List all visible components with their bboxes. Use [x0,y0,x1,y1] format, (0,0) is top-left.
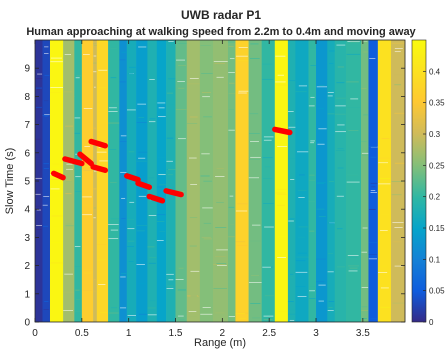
detection-segment-2 [77,151,94,167]
detection-segment-8 [163,188,184,198]
heatmap-column-22 [261,40,276,322]
heatmap-column-34 [390,40,406,322]
heatmap-column-15 [175,40,188,322]
x-tick-label: 2.5 [262,328,276,339]
colorbar-tick-label: 0.1 [429,255,441,264]
x-tick-label: 2 [220,328,226,339]
y-tick-label: 9 [24,64,30,75]
x-axis-label: Range (m) [194,337,246,349]
y-axis: 0 1 2 3 4 5 6 7 8 9 [24,64,405,329]
heatmap-column-26 [308,40,317,322]
heatmap-column-19 [227,40,236,322]
detection-segment-7 [146,193,166,204]
x-tick-label: 1.5 [169,328,183,339]
heatmap-column-4 [74,40,83,322]
heatmap-column-2 [49,40,64,322]
x-axis: 0 0.5 1 1.5 2 2.5 3 3.5 [32,40,370,339]
heatmap-column-21 [248,40,262,322]
colorbar-tick-label: 0 [429,318,434,327]
heatmap-column-3 [63,40,75,322]
x-tick-label: 3 [313,328,319,339]
colorbar-tick-label: 0.35 [429,99,445,108]
colorbar-tick-label: 0.4 [429,67,441,76]
heatmap-column-16 [186,40,201,322]
heatmap-column-13 [156,40,167,322]
detection-segment-3 [88,138,109,149]
y-tick-label: 0 [24,318,30,329]
colorbar-tick-label: 0.25 [429,161,445,170]
heatmap-column-28 [327,40,336,322]
heatmap-column-6 [93,40,98,322]
detection-segment-6 [135,180,153,190]
heatmap-column-11 [136,40,148,322]
chart-subtitle: Human approaching at walking speed from … [26,26,416,38]
chart-title: UWB radar P1 [181,8,261,22]
y-tick-label: 3 [24,233,30,244]
heatmap-column-12 [147,40,158,322]
heatmap-column-24 [287,40,296,322]
detection-segment-4 [90,164,109,174]
colorbar-ticks: 0 0.05 0.1 0.15 0.2 0.25 0.3 0.35 0.4 [423,67,445,327]
y-tick-label: 7 [24,120,30,131]
heatmap-column-9 [119,40,128,322]
x-tick-label: 0 [32,328,38,339]
heatmap-column-29 [334,40,347,322]
y-tick-label: 8 [24,92,30,103]
y-tick-label: 2 [24,261,30,272]
colorbar-tick-label: 0.2 [429,193,441,202]
x-tick-label: 0.5 [75,328,89,339]
heatmap-column-5 [81,40,94,322]
heatmap-column-32 [368,40,379,322]
heatmap-column-31 [360,40,369,322]
heatmap-column-10 [126,40,137,322]
colorbar [411,39,427,323]
y-tick-label: 4 [24,205,30,216]
colorbar-tick-label: 0.15 [429,224,445,233]
x-tick-label: 3.5 [356,328,370,339]
heatmap-column-23 [274,40,289,322]
detection-segment-0 [50,170,66,181]
colorbar-tick-label: 0.3 [429,130,441,139]
y-tick-label: 1 [24,289,30,300]
heatmap-column-27 [316,40,328,322]
heatmap-column-30 [345,40,362,322]
x-tick-label: 1 [126,328,132,339]
heatmap-column-8 [108,40,120,322]
heatmap-column-20 [235,40,249,322]
detection-segment-1 [62,156,85,167]
colorbar-tick-label: 0.05 [429,287,445,296]
heatmap-column-18 [212,40,229,322]
detection-markers [50,126,293,204]
detection-segment-9 [272,126,293,136]
y-tick-label: 5 [24,177,30,188]
heatmap-column-25 [295,40,309,322]
detection-segment-5 [124,173,141,183]
heatmap-column-7 [96,40,109,322]
heatmap-column-14 [166,40,176,322]
y-axis-label: Slow Time (s) [4,148,16,215]
heatmap-column-33 [377,40,392,322]
heatmap-column-1 [42,40,51,322]
heatmap [35,40,406,322]
y-tick-label: 6 [24,148,30,159]
